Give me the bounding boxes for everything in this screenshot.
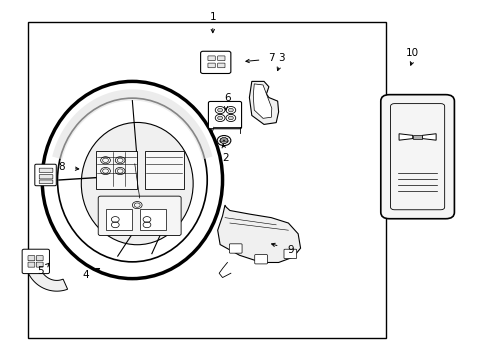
FancyBboxPatch shape [36, 262, 43, 267]
Polygon shape [412, 135, 422, 139]
FancyBboxPatch shape [208, 102, 241, 129]
FancyBboxPatch shape [36, 256, 43, 261]
Polygon shape [253, 84, 271, 118]
FancyBboxPatch shape [39, 175, 53, 179]
Text: 6: 6 [224, 93, 230, 103]
Polygon shape [52, 89, 212, 159]
FancyBboxPatch shape [207, 56, 215, 60]
FancyBboxPatch shape [39, 180, 53, 184]
Polygon shape [398, 134, 412, 140]
Ellipse shape [42, 81, 222, 279]
FancyBboxPatch shape [200, 51, 230, 73]
FancyBboxPatch shape [207, 63, 215, 68]
Bar [27, 22, 385, 338]
FancyBboxPatch shape [105, 209, 132, 230]
FancyBboxPatch shape [144, 151, 183, 189]
Text: 3: 3 [277, 53, 284, 63]
Circle shape [228, 108, 233, 112]
FancyBboxPatch shape [229, 244, 242, 253]
Text: 9: 9 [287, 245, 294, 255]
FancyBboxPatch shape [140, 209, 166, 230]
FancyBboxPatch shape [217, 63, 224, 68]
FancyBboxPatch shape [380, 95, 453, 219]
Ellipse shape [58, 98, 207, 262]
Text: 4: 4 [82, 270, 89, 280]
FancyBboxPatch shape [98, 196, 181, 235]
FancyBboxPatch shape [28, 262, 35, 267]
FancyBboxPatch shape [217, 56, 224, 60]
FancyBboxPatch shape [96, 151, 137, 189]
FancyBboxPatch shape [39, 168, 53, 172]
Text: 8: 8 [58, 162, 65, 172]
Polygon shape [27, 266, 67, 291]
Circle shape [217, 108, 222, 112]
FancyBboxPatch shape [254, 255, 267, 264]
Text: 5: 5 [37, 266, 44, 276]
FancyBboxPatch shape [28, 256, 35, 261]
Text: 10: 10 [406, 48, 418, 58]
Circle shape [217, 116, 222, 120]
FancyBboxPatch shape [35, 164, 56, 186]
Polygon shape [422, 134, 435, 140]
Ellipse shape [81, 122, 193, 245]
Text: 1: 1 [209, 12, 216, 22]
FancyBboxPatch shape [22, 249, 49, 274]
Polygon shape [249, 81, 278, 125]
Text: 2: 2 [222, 153, 229, 163]
Text: 7: 7 [267, 53, 274, 63]
Circle shape [228, 116, 233, 120]
FancyBboxPatch shape [284, 249, 296, 258]
Polygon shape [217, 205, 300, 262]
